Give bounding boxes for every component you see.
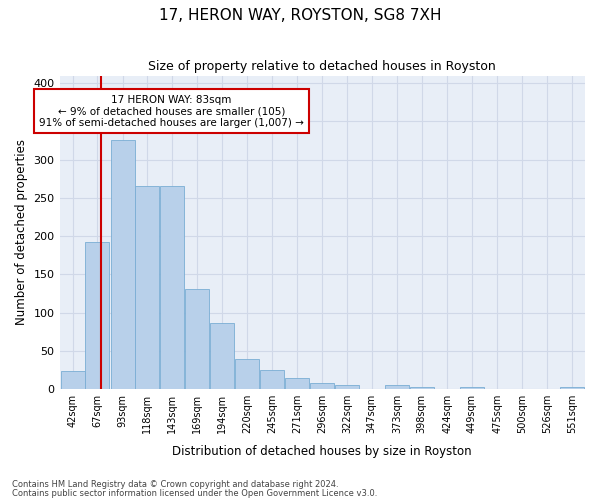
Y-axis label: Number of detached properties: Number of detached properties: [15, 140, 28, 326]
X-axis label: Distribution of detached houses by size in Royston: Distribution of detached houses by size …: [172, 444, 472, 458]
Bar: [385, 386, 409, 389]
Text: 17 HERON WAY: 83sqm
← 9% of detached houses are smaller (105)
91% of semi-detach: 17 HERON WAY: 83sqm ← 9% of detached hou…: [39, 94, 304, 128]
Text: Contains HM Land Registry data © Crown copyright and database right 2024.: Contains HM Land Registry data © Crown c…: [12, 480, 338, 489]
Bar: [61, 371, 85, 389]
Text: 17, HERON WAY, ROYSTON, SG8 7XH: 17, HERON WAY, ROYSTON, SG8 7XH: [159, 8, 441, 22]
Bar: [285, 378, 309, 389]
Bar: [310, 383, 334, 389]
Bar: [185, 289, 209, 389]
Bar: [560, 387, 584, 389]
Text: Contains public sector information licensed under the Open Government Licence v3: Contains public sector information licen…: [12, 488, 377, 498]
Bar: [210, 322, 234, 389]
Bar: [235, 360, 259, 389]
Bar: [260, 370, 284, 389]
Title: Size of property relative to detached houses in Royston: Size of property relative to detached ho…: [148, 60, 496, 73]
Bar: [460, 387, 484, 389]
Bar: [160, 186, 184, 389]
Bar: [135, 186, 159, 389]
Bar: [111, 140, 135, 389]
Bar: [410, 387, 434, 389]
Bar: [85, 242, 109, 389]
Bar: [335, 386, 359, 389]
